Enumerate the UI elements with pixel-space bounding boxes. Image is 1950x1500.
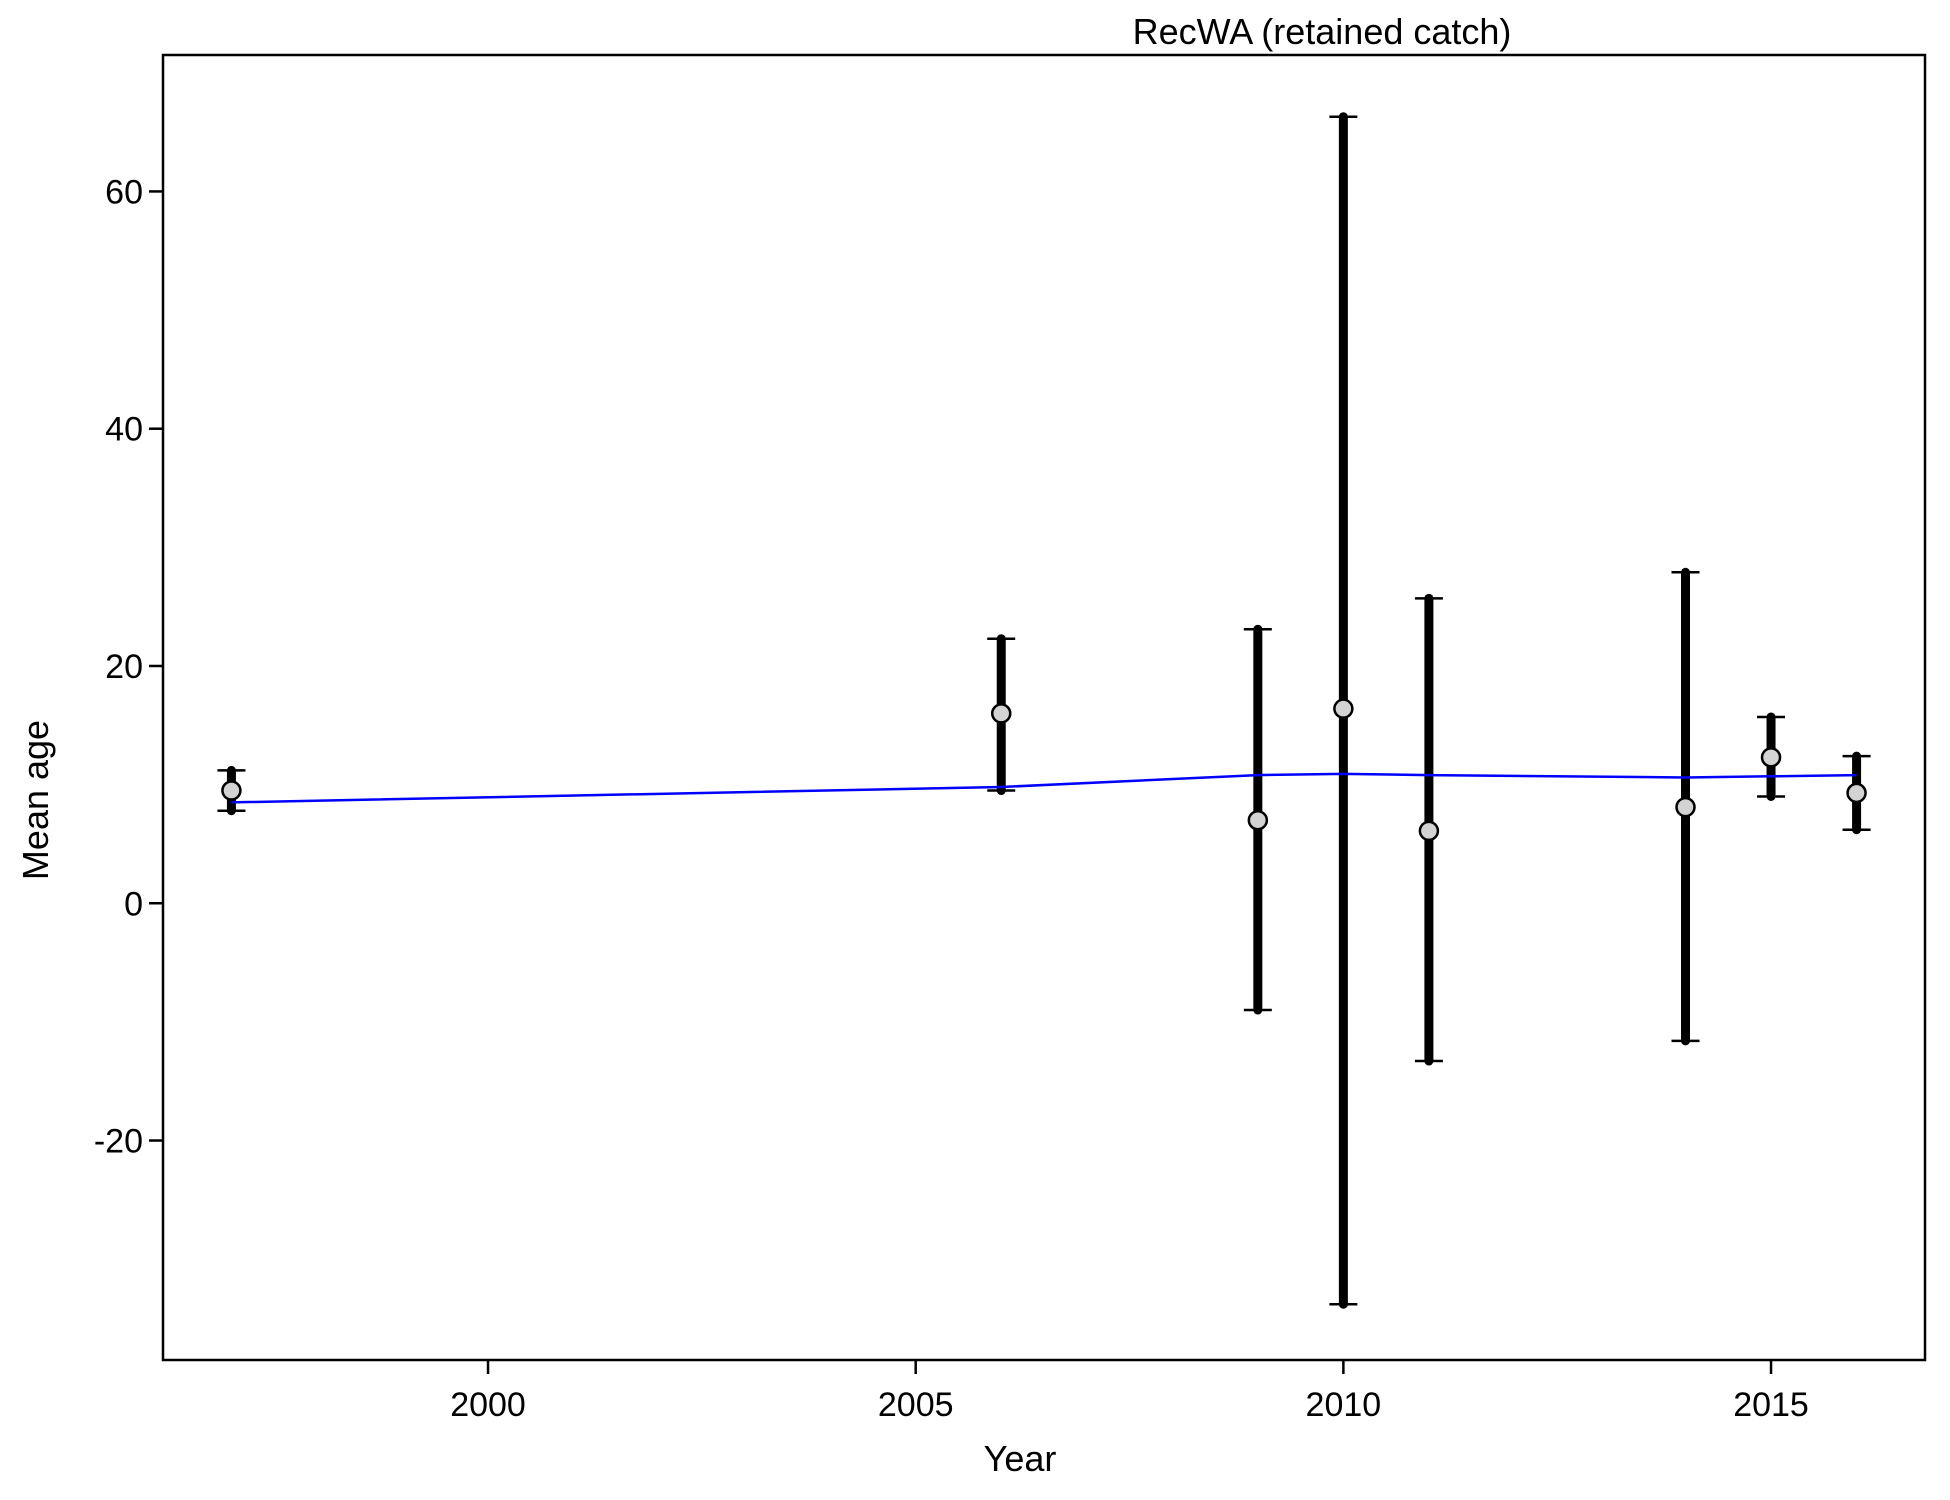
- observed-points: [221, 698, 1867, 842]
- observed-point: [990, 703, 1012, 724]
- x-tick-label: 2005: [878, 1386, 954, 1424]
- observed-point: [1333, 698, 1354, 719]
- y-tick-label: 0: [124, 885, 143, 923]
- x-tick-label: 2000: [450, 1386, 526, 1424]
- plot-frame: [161, 53, 1927, 1362]
- y-tick-label: 60: [105, 173, 143, 211]
- observed-point: [1247, 809, 1269, 831]
- observed-point: [1675, 796, 1696, 818]
- error-bars: [217, 112, 1871, 1309]
- x-axis-label: Year: [984, 1438, 1057, 1479]
- observed-point: [1760, 747, 1782, 768]
- observed-point: [1418, 820, 1440, 842]
- x-axis: 2000 2005 2010 2015: [450, 1360, 1809, 1424]
- y-tick-label: 40: [105, 411, 143, 449]
- y-tick-label: -20: [94, 1123, 143, 1161]
- observed-point: [1846, 782, 1867, 804]
- y-axis: -20 0 20 40 60: [94, 173, 163, 1161]
- observed-point: [221, 780, 242, 801]
- y-axis-label: Mean age: [15, 720, 56, 880]
- x-tick-label: 2010: [1306, 1386, 1382, 1424]
- x-tick-label: 2015: [1733, 1386, 1809, 1424]
- chart-title: RecWA (retained catch): [1133, 11, 1512, 52]
- expected-line: [231, 772, 1857, 804]
- y-tick-label: 20: [105, 648, 143, 686]
